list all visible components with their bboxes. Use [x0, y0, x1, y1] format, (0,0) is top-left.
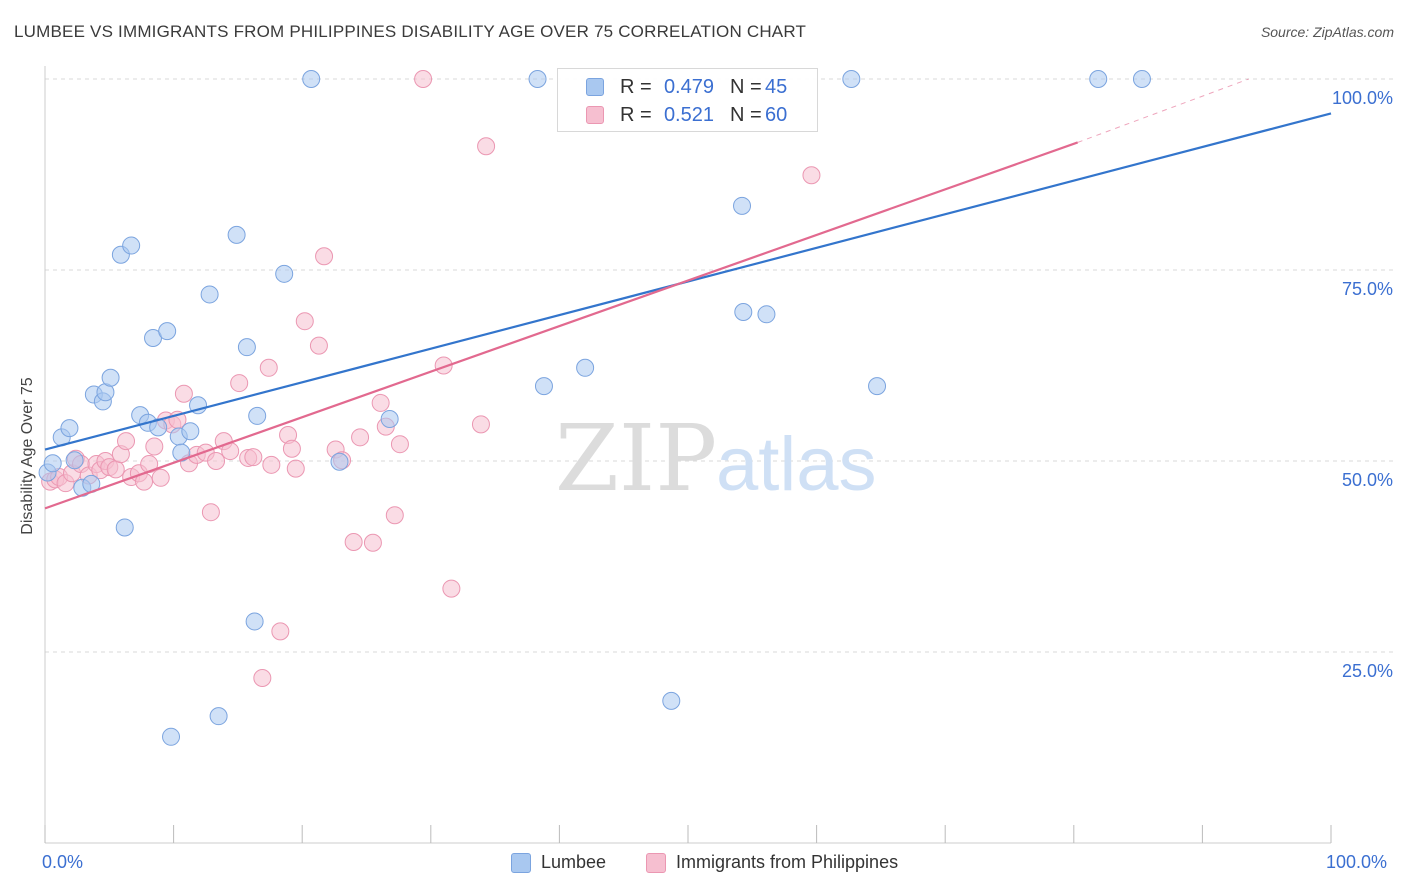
lumbee-point — [534, 377, 553, 396]
legend-row-lumbee: R = 0.479 N = 45 — [558, 72, 817, 102]
philippines-point — [442, 579, 461, 598]
lumbee-point — [380, 409, 399, 428]
lumbee-point — [757, 305, 776, 324]
axes — [44, 66, 1332, 844]
legend-item-lumbee[interactable]: Lumbee — [511, 852, 606, 873]
lumbee-point — [181, 422, 200, 441]
lumbee-point — [1089, 70, 1108, 88]
lumbee-point — [200, 285, 219, 304]
lumbee-point — [43, 454, 62, 473]
lumbee-legend-swatch — [511, 852, 531, 873]
legend-row-philippines: R = 0.521 N = 60 — [558, 100, 817, 130]
philippines-swatch — [586, 106, 604, 124]
lumbee-swatch — [586, 78, 604, 96]
philippines-point — [477, 137, 496, 156]
lumbee-point — [842, 70, 861, 88]
philippines-point — [145, 437, 164, 456]
philippines-legend-swatch — [646, 852, 666, 873]
chart-title: LUMBEE VS IMMIGRANTS FROM PHILIPPINES DI… — [14, 22, 807, 41]
philippines-point — [201, 503, 220, 522]
n-label: N = — [730, 76, 762, 98]
philippines-point — [351, 428, 370, 447]
lumbee-point — [65, 451, 84, 470]
philippines-point — [282, 439, 301, 458]
lumbee-point — [275, 264, 294, 283]
lumbee-point — [528, 70, 547, 88]
n-label: N = — [730, 104, 762, 126]
philippines-point — [802, 166, 821, 185]
y-axis-label: Disability Age Over 75 — [19, 377, 36, 535]
watermark-atlas: atlas — [716, 422, 877, 507]
legend-item-philippines[interactable]: Immigrants from Philippines — [646, 852, 898, 873]
philippines-point — [117, 432, 136, 451]
philippines-trend-extension — [1077, 78, 1249, 143]
y-tick-label: 50.0% — [1342, 470, 1393, 490]
lumbee-point — [734, 303, 753, 322]
watermark-zip: ZIP — [555, 405, 717, 512]
philippines-point — [253, 668, 272, 687]
lumbee-point — [115, 518, 134, 537]
r-label: R = — [620, 104, 652, 126]
legend-label-philippines: Immigrants from Philippines — [676, 852, 899, 872]
philippines-point — [385, 506, 404, 525]
data-points — [38, 70, 1151, 746]
lumbee-point — [302, 70, 321, 88]
r-value: 0.479 — [663, 76, 714, 98]
philippines-point — [207, 452, 226, 470]
lumbee-point — [248, 406, 267, 425]
series-legend: Lumbee Immigrants from Philippines — [0, 852, 1406, 876]
lumbee-point — [227, 225, 246, 244]
y-tick-label: 75.0% — [1342, 279, 1393, 299]
y-tick-label: 25.0% — [1342, 661, 1393, 681]
watermark: ZIP atlas — [555, 405, 877, 512]
lumbee-point — [576, 358, 595, 377]
x-min-label: 0.0% — [42, 852, 84, 872]
philippines-point — [363, 533, 382, 552]
x-max-label: 100.0% — [1326, 852, 1388, 872]
n-value: 45 — [765, 76, 788, 98]
lumbee-point — [101, 368, 120, 387]
philippines-point — [262, 455, 281, 474]
philippines-trend-line — [44, 141, 1079, 510]
lumbee-point — [158, 322, 177, 341]
philippines-point — [414, 70, 433, 88]
lumbee-point — [162, 727, 181, 746]
r-value: 0.521 — [663, 104, 714, 126]
trend-lines — [44, 78, 1332, 510]
lumbee-point — [733, 196, 752, 215]
y-tick-labels: 25.0% 50.0% 75.0% 100.0% — [1332, 88, 1393, 681]
n-value: 60 — [765, 104, 788, 126]
lumbee-point — [237, 338, 256, 357]
philippines-point — [106, 460, 125, 479]
legend-label-lumbee: Lumbee — [541, 852, 607, 872]
lumbee-point — [662, 691, 681, 710]
philippines-point — [286, 459, 305, 478]
lumbee-point — [330, 452, 349, 471]
lumbee-point — [209, 707, 228, 726]
philippines-point — [309, 336, 328, 355]
philippines-point — [259, 358, 278, 377]
lumbee-point — [60, 419, 79, 438]
lumbee-point — [868, 377, 887, 396]
philippines-point — [151, 468, 170, 487]
philippines-point — [315, 247, 334, 266]
philippines-point — [174, 384, 193, 403]
philippines-point — [230, 374, 249, 393]
philippines-point — [344, 532, 363, 551]
gridlines — [45, 78, 1393, 653]
philippines-point — [244, 448, 263, 467]
y-tick-label: 100.0% — [1332, 88, 1393, 108]
philippines-point — [371, 393, 390, 412]
lumbee-point — [1132, 70, 1151, 88]
philippines-point — [295, 312, 314, 331]
lumbee-point — [245, 612, 264, 631]
correlation-legend: R = 0.479 N = 45 R = 0.521 N = 60 — [557, 68, 818, 132]
source-credit: Source: ZipAtlas.com — [1260, 24, 1394, 40]
philippines-point — [390, 435, 409, 454]
r-label: R = — [620, 76, 652, 98]
philippines-point — [471, 415, 490, 434]
philippines-point — [271, 622, 290, 641]
lumbee-point — [122, 236, 141, 255]
